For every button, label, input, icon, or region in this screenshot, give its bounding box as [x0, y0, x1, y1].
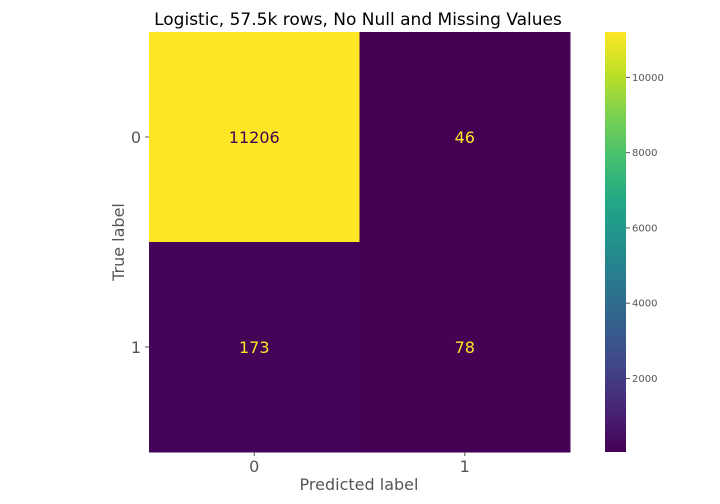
y-axis-ticks: 01 [131, 128, 149, 357]
heatmap-cells: 11206 46 173 78 [149, 32, 571, 453]
cell-value-label-1-0: 173 [239, 338, 270, 357]
y-tick-label-1: 1 [131, 338, 141, 357]
colorbar-tick-label-0: 2000 [632, 374, 657, 385]
x-tick-label-1: 1 [460, 457, 470, 476]
y-axis-label: True label [109, 203, 128, 282]
heatmap-cell-1-1 [359, 242, 571, 453]
colorbar-tick-label-2: 6000 [632, 223, 657, 234]
cell-value-label-0-1: 46 [455, 128, 475, 147]
heatmap-cell-0-0 [149, 32, 360, 243]
heatmap-cell-0-1 [359, 32, 571, 243]
x-tick-label-0: 0 [249, 457, 259, 476]
colorbar-tick-label-3: 8000 [632, 148, 657, 159]
colorbar-tick-label-1: 4000 [632, 299, 657, 310]
chart-title: Logistic, 57.5k rows, No Null and Missin… [154, 10, 562, 30]
x-axis-label: Predicted label [300, 475, 419, 494]
colorbar-ticks: 2000 4000 6000 8000 10000 [626, 73, 664, 385]
cell-value-label-1-1: 78 [455, 338, 475, 357]
colorbar [605, 32, 626, 452]
heatmap-cell-1-0 [149, 242, 360, 453]
colorbar-tick-label-4: 10000 [632, 73, 664, 84]
y-tick-label-0: 0 [131, 128, 141, 147]
cell-value-label-0-0: 11206 [229, 128, 280, 147]
